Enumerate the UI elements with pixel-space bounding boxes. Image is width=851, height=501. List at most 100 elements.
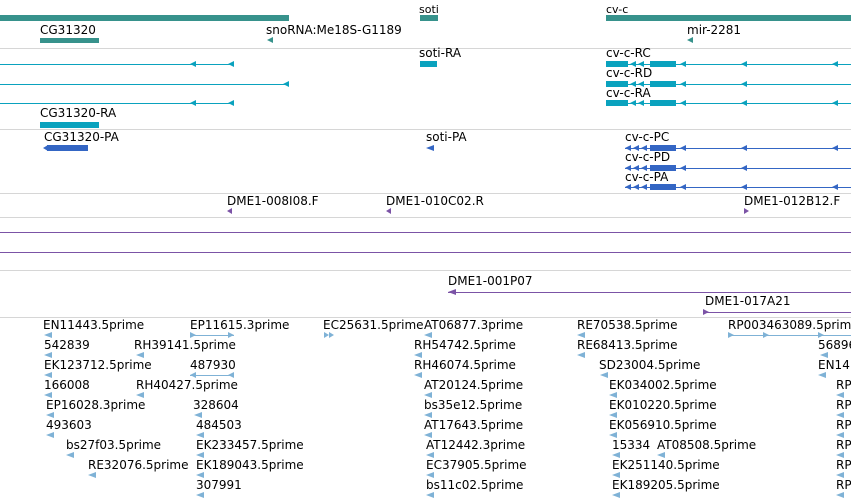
- est-label[interactable]: bs27f03.5prime: [66, 438, 162, 452]
- protein-cg31320-pa-bar[interactable]: [47, 145, 88, 151]
- est-line[interactable]: [190, 335, 234, 336]
- transcript-label-soti-ra[interactable]: soti-RA: [419, 46, 462, 60]
- transcript-exon[interactable]: [606, 100, 628, 106]
- transcript-line[interactable]: [0, 64, 233, 65]
- transcript-cg31320-ra-bar[interactable]: [40, 122, 99, 128]
- est-label[interactable]: RH40427.5prime: [136, 378, 238, 392]
- est-label[interactable]: RP003463089.5prime: [728, 318, 851, 332]
- est-label[interactable]: RH46074.5prime: [414, 358, 516, 372]
- est-label[interactable]: RH54742.5prime: [414, 338, 516, 352]
- transcript-label-cg31320-ra[interactable]: CG31320-RA: [40, 106, 117, 120]
- est-label[interactable]: RP: [836, 398, 851, 412]
- est-label[interactable]: bs35e12.5prime: [424, 398, 523, 412]
- est-label[interactable]: 493603: [46, 418, 92, 432]
- est-label[interactable]: AT17643.5prime: [424, 418, 524, 432]
- est-label[interactable]: RE32076.5prime: [88, 458, 189, 472]
- est-label[interactable]: EC37905.5prime: [426, 458, 527, 472]
- clone-line[interactable]: [0, 252, 851, 253]
- transcript-label-cv-c-rc[interactable]: cv-c-RC: [606, 46, 651, 60]
- est-label[interactable]: EP16028.3prime: [46, 398, 146, 412]
- est-label[interactable]: RE70538.5prime: [577, 318, 678, 332]
- protein-label-cv-c-pa[interactable]: cv-c-PA: [625, 170, 669, 184]
- protein-label-soti-pa[interactable]: soti-PA: [426, 130, 467, 144]
- est-label[interactable]: EK034002.5prime: [609, 378, 717, 392]
- protein-line[interactable]: [625, 148, 851, 149]
- est-label[interactable]: 487930: [190, 358, 236, 372]
- gene-cg31320-small-bar[interactable]: [40, 38, 99, 43]
- est-label[interactable]: EC25631.5prime: [323, 318, 424, 332]
- clone-line[interactable]: [0, 232, 851, 233]
- est-label[interactable]: AT08508.5prime: [657, 438, 757, 452]
- est-line[interactable]: [728, 335, 851, 336]
- gene-cg31320-bar[interactable]: [0, 15, 289, 21]
- est-label[interactable]: 15334: [612, 438, 651, 452]
- est-label[interactable]: RP: [836, 478, 851, 492]
- transcript-exon[interactable]: [606, 81, 628, 87]
- transcript-label-cv-c-rd[interactable]: cv-c-RD: [606, 66, 653, 80]
- transcript-line[interactable]: [606, 64, 851, 65]
- est-label[interactable]: EN14: [818, 358, 850, 372]
- clone-line[interactable]: [448, 292, 851, 293]
- transcript-soti-ra-bar[interactable]: [420, 61, 437, 67]
- transcript-line[interactable]: [0, 84, 288, 85]
- est-label[interactable]: bs11c02.5prime: [426, 478, 524, 492]
- est-label[interactable]: 328604: [193, 398, 239, 412]
- est-label[interactable]: EK233457.5prime: [196, 438, 304, 452]
- est-label[interactable]: EK189205.5prime: [612, 478, 720, 492]
- gene-label-cv-c[interactable]: cv-c: [606, 3, 629, 16]
- est-label[interactable]: EK010220.5prime: [609, 398, 717, 412]
- protein-exon[interactable]: [650, 184, 676, 190]
- est-label[interactable]: 307991: [196, 478, 242, 492]
- est-label[interactable]: AT12442.3prime: [426, 438, 526, 452]
- est-label[interactable]: AT06877.3prime: [424, 318, 524, 332]
- est-label[interactable]: 56896: [818, 338, 851, 352]
- est-label[interactable]: EK123712.5prime: [44, 358, 152, 372]
- est-label[interactable]: EK056910.5prime: [609, 418, 717, 432]
- protein-exon[interactable]: [650, 165, 676, 171]
- transcript-exon[interactable]: [606, 61, 628, 67]
- est-label[interactable]: EK251140.5prime: [612, 458, 720, 472]
- protein-line[interactable]: [625, 168, 851, 169]
- est-label[interactable]: EK189043.5prime: [196, 458, 304, 472]
- clone-label-dme1-001p07[interactable]: DME1-001P07: [448, 274, 533, 288]
- transcript-exon[interactable]: [650, 100, 676, 106]
- clone-label-dme1-012b12-f[interactable]: DME1-012B12.F: [744, 194, 841, 208]
- est-label[interactable]: RP: [836, 378, 851, 392]
- est-label[interactable]: EN11443.5prime: [43, 318, 145, 332]
- protein-label-cv-c-pd[interactable]: cv-c-PD: [625, 150, 671, 164]
- gene-label-cg31320[interactable]: CG31320: [40, 23, 96, 37]
- transcript-exon[interactable]: [650, 61, 676, 67]
- est-label[interactable]: EP11615.3prime: [190, 318, 290, 332]
- transcript-exon[interactable]: [650, 81, 676, 87]
- est-label[interactable]: RP: [836, 418, 851, 432]
- est-label[interactable]: SD23004.5prime: [599, 358, 701, 372]
- transcript-line[interactable]: [0, 103, 233, 104]
- est-label[interactable]: 166008: [44, 378, 90, 392]
- clone-label-dme1-017a21[interactable]: DME1-017A21: [705, 294, 791, 308]
- est-label[interactable]: AT20124.5prime: [424, 378, 524, 392]
- clone-label-dme1-010c02-r[interactable]: DME1-010C02.R: [386, 194, 484, 208]
- gene-soti-bar[interactable]: [420, 15, 438, 21]
- est-label[interactable]: RE68413.5prime: [577, 338, 678, 352]
- gene-label-soti[interactable]: soti: [419, 3, 439, 16]
- est-line[interactable]: [190, 375, 234, 376]
- est-label[interactable]: RP: [836, 458, 851, 472]
- gene-label-mir-2281[interactable]: mir-2281: [687, 23, 742, 37]
- protein-label-cv-c-pc[interactable]: cv-c-PC: [625, 130, 670, 144]
- protein-line[interactable]: [625, 187, 851, 188]
- est-label[interactable]: 484503: [196, 418, 242, 432]
- transcript-line[interactable]: [606, 103, 851, 104]
- transcript-line[interactable]: [606, 84, 851, 85]
- transcript-label-cv-c-ra[interactable]: cv-c-RA: [606, 86, 651, 100]
- clone-label-dme1-008i08-f[interactable]: DME1-008I08.F: [227, 194, 319, 208]
- protein-label-cg31320-pa[interactable]: CG31320-PA: [44, 130, 119, 144]
- gene-label-snorna[interactable]: snoRNA:Me18S-G1189: [266, 23, 402, 37]
- transcript-arrow-icon: [832, 61, 838, 67]
- est-label[interactable]: RP: [836, 438, 851, 452]
- gene-cv-c-bar[interactable]: [606, 15, 851, 21]
- est-label[interactable]: RH39141.5prime: [134, 338, 236, 352]
- protein-exon[interactable]: [650, 145, 676, 151]
- est-label[interactable]: 542839: [44, 338, 90, 352]
- clone-line[interactable]: [705, 312, 851, 313]
